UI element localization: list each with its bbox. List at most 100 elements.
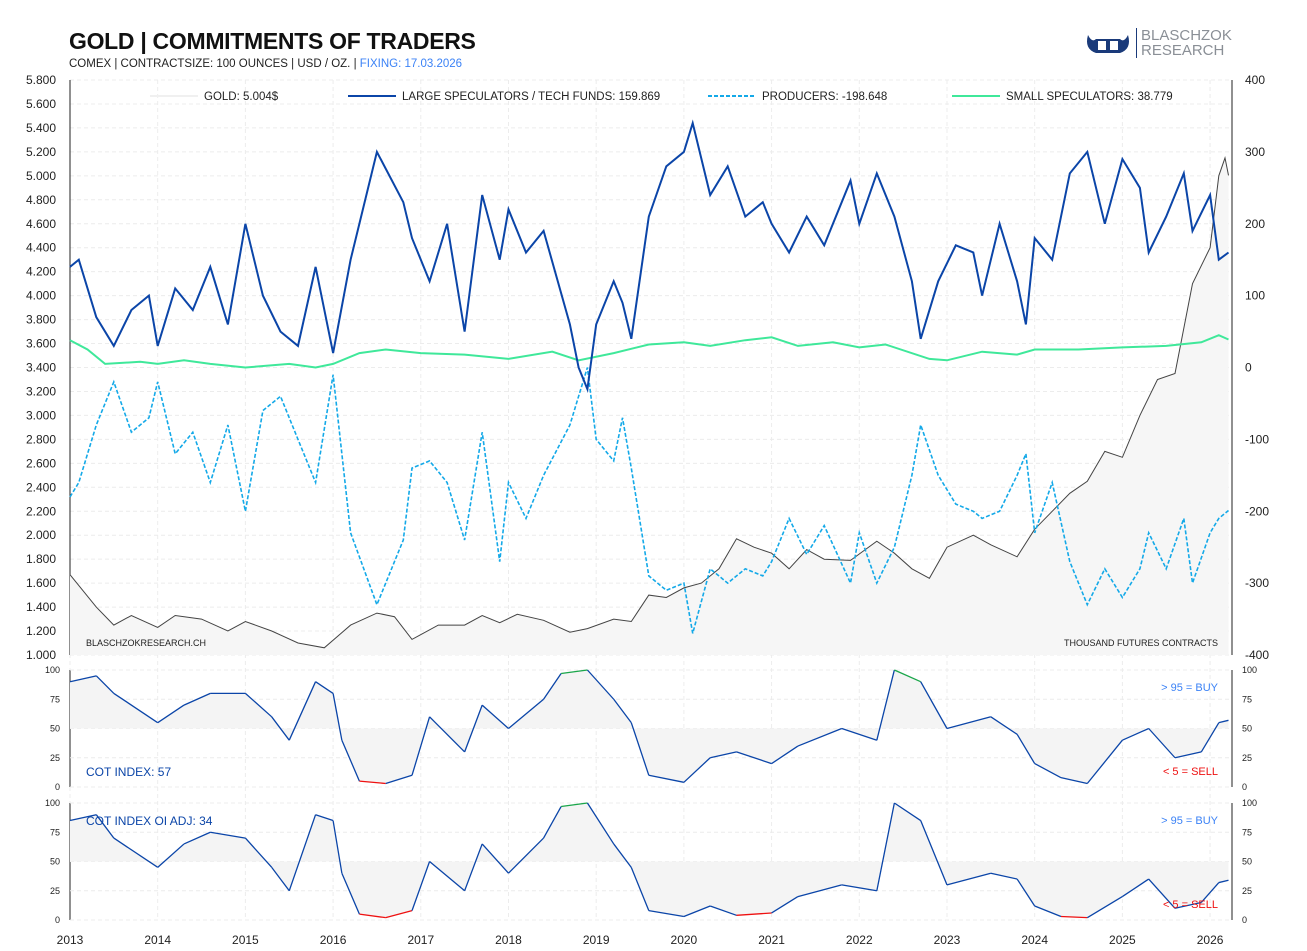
left-tick-label: 2.200 bbox=[26, 504, 56, 518]
cot-index-segment bbox=[771, 745, 799, 765]
right-tick-label: 0 bbox=[1245, 361, 1252, 375]
sub-left-tick: 25 bbox=[50, 886, 60, 896]
cot-index-segment bbox=[183, 831, 211, 845]
brand-logo: BLASCHZOK RESEARCH bbox=[1084, 28, 1232, 58]
left-tick-label: 3.000 bbox=[26, 408, 56, 422]
cot-index-segment bbox=[315, 814, 334, 822]
left-tick-label: 4.600 bbox=[26, 217, 56, 231]
page-title: GOLD | COMMITMENTS OF TRADERS bbox=[69, 28, 476, 54]
cot-index-segment bbox=[1148, 728, 1176, 759]
cot-index-segment bbox=[586, 802, 615, 845]
cot-index-segment bbox=[429, 861, 466, 892]
cot-index-segment bbox=[990, 716, 1018, 735]
cot-index-segment bbox=[288, 814, 317, 891]
cot-index-segment bbox=[630, 867, 650, 911]
cot-index-segment bbox=[385, 774, 413, 785]
right-tick-label: -200 bbox=[1245, 504, 1269, 518]
cot-index-segment bbox=[113, 692, 159, 724]
cot-index-segment bbox=[385, 910, 413, 919]
cot-index-segment bbox=[990, 872, 1018, 880]
right-tick-label: -400 bbox=[1245, 648, 1269, 662]
cot-index-segment bbox=[1016, 734, 1036, 764]
sub-right-tick: 100 bbox=[1242, 798, 1257, 808]
cot-index-segment bbox=[543, 806, 562, 839]
left-tick-label: 4.000 bbox=[26, 289, 56, 303]
right-tick-label: -300 bbox=[1245, 576, 1269, 590]
x-tick-label: 2019 bbox=[583, 933, 610, 947]
cot-index-segment bbox=[288, 681, 317, 741]
sub-right-tick: 25 bbox=[1242, 886, 1252, 896]
cot-index-segment bbox=[95, 814, 115, 839]
cot-area bbox=[70, 803, 1229, 918]
cot-index-segment bbox=[1034, 763, 1062, 779]
sub-left-tick: 50 bbox=[50, 724, 60, 734]
logo-text: BLASCHZOK RESEARCH bbox=[1136, 28, 1232, 58]
cot-index-segment bbox=[1218, 719, 1229, 724]
cot-index-segment bbox=[1218, 879, 1229, 884]
x-tick-label: 2015 bbox=[232, 933, 259, 947]
cot-index-segment bbox=[894, 669, 921, 683]
cot-index-segment bbox=[683, 757, 711, 783]
cot-index-segment bbox=[876, 802, 895, 891]
sub-right-tick: 75 bbox=[1242, 694, 1252, 704]
cot-index-segment bbox=[210, 831, 246, 839]
cot-index-segment bbox=[411, 861, 431, 911]
cot-index-segment bbox=[69, 814, 97, 822]
watermark-text: BLASCHZOKRESEARCH.CH bbox=[86, 638, 206, 648]
cot-index-segment bbox=[332, 693, 343, 741]
cot-index-segment bbox=[841, 727, 878, 741]
sub-right-tick: 100 bbox=[1242, 665, 1257, 675]
left-tick-label: 5.200 bbox=[26, 145, 56, 159]
left-tick-label: 4.200 bbox=[26, 265, 56, 279]
cot-index-segment bbox=[359, 913, 386, 919]
left-tick-label: 5.400 bbox=[26, 121, 56, 135]
sub-left-tick: 75 bbox=[50, 827, 60, 837]
cot-index-segment bbox=[1122, 878, 1150, 898]
left-tick-label: 4.800 bbox=[26, 193, 56, 207]
cot-index-segment bbox=[894, 802, 922, 822]
cot-index-segment bbox=[157, 704, 185, 724]
cot-index-segment bbox=[946, 716, 991, 730]
logo-emblem-icon bbox=[1087, 35, 1129, 53]
sub-left-tick: 0 bbox=[55, 782, 60, 792]
cot-index-segment bbox=[271, 716, 290, 741]
cot-index-segment bbox=[244, 692, 273, 718]
gold-area bbox=[70, 157, 1229, 655]
left-tick-label: 2.800 bbox=[26, 432, 56, 446]
sub-right-tick: 25 bbox=[1242, 753, 1252, 763]
cot-index-segment bbox=[481, 843, 509, 874]
cot-index-segment bbox=[920, 820, 948, 886]
sub-left-tick: 0 bbox=[55, 915, 60, 925]
cot-index-segment bbox=[508, 698, 544, 729]
subtitle-text: COMEX | CONTRACTSIZE: 100 OUNCES | USD /… bbox=[69, 58, 357, 70]
cot-index-label: COT INDEX: 57 bbox=[86, 765, 171, 779]
cot-index-segment bbox=[561, 669, 588, 675]
cot-index-segment bbox=[561, 802, 588, 808]
left-tick-label: 2.400 bbox=[26, 480, 56, 494]
left-tick-label: 4.400 bbox=[26, 241, 56, 255]
cot-index-segment bbox=[586, 669, 615, 700]
gold-price-line bbox=[69, 155, 1229, 649]
x-tick-label: 2022 bbox=[846, 933, 873, 947]
cot-index-segment bbox=[1060, 777, 1088, 785]
cot-index-segment bbox=[841, 884, 877, 892]
buy-threshold-label: > 95 = BUY bbox=[1161, 815, 1219, 827]
left-tick-label: 5.800 bbox=[26, 73, 56, 87]
cot-index-segment bbox=[464, 843, 483, 891]
x-tick-label: 2017 bbox=[407, 933, 434, 947]
cot-index-segment bbox=[183, 692, 211, 706]
cot-index-segment bbox=[1174, 751, 1202, 759]
units-note: THOUSAND FUTURES CONTRACTS bbox=[1064, 638, 1218, 648]
cot-index-segment bbox=[1200, 882, 1220, 903]
x-tick-label: 2020 bbox=[671, 933, 698, 947]
cot-index-segment bbox=[648, 909, 684, 918]
right-tick-label: 100 bbox=[1245, 289, 1265, 303]
left-tick-label: 1.600 bbox=[26, 576, 56, 590]
cot-index-segment bbox=[736, 912, 772, 916]
sub-right-tick: 50 bbox=[1242, 724, 1252, 734]
cot-index-segment bbox=[920, 681, 948, 729]
right-tick-label: 200 bbox=[1245, 217, 1265, 231]
x-tick-label: 2026 bbox=[1197, 933, 1224, 947]
sell-threshold-label: < 5 = SELL bbox=[1163, 899, 1218, 911]
cot-index-segment bbox=[1200, 722, 1220, 753]
